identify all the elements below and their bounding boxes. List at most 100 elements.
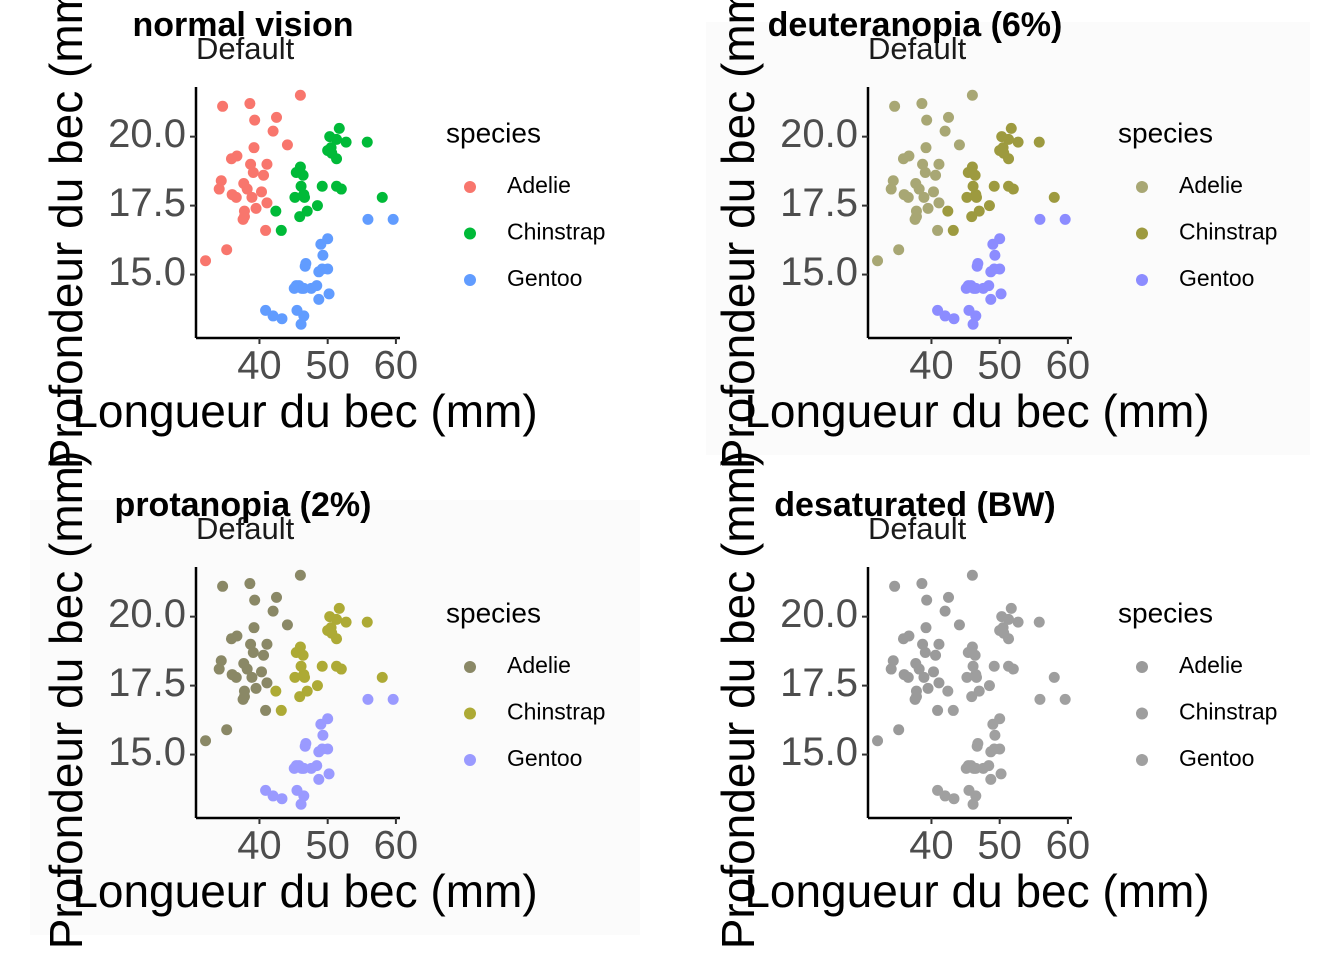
point xyxy=(260,304,272,316)
point xyxy=(362,693,374,705)
point xyxy=(1012,136,1024,148)
point xyxy=(316,180,328,192)
point xyxy=(917,638,929,650)
chart-subtitle: Default xyxy=(196,511,295,546)
x-tick-label: 60 xyxy=(1046,344,1091,388)
legend-marker xyxy=(1136,707,1148,720)
point xyxy=(983,200,995,212)
point xyxy=(942,205,954,217)
point xyxy=(335,663,347,675)
point xyxy=(258,169,270,181)
point xyxy=(1007,183,1019,195)
point xyxy=(939,790,951,802)
point xyxy=(225,633,237,645)
point xyxy=(335,183,347,195)
x-tick-label: 40 xyxy=(237,824,282,868)
point xyxy=(897,153,909,165)
point xyxy=(939,310,951,322)
x-axis-title: Longueur du bec (mm) xyxy=(744,385,1209,437)
point xyxy=(872,255,884,267)
legend-label: Gentoo xyxy=(507,745,582,771)
point xyxy=(267,790,279,802)
legend-marker xyxy=(464,707,476,720)
point xyxy=(889,580,901,592)
point xyxy=(927,666,939,678)
point xyxy=(260,224,272,236)
legend-marker xyxy=(1136,181,1148,193)
x-tick-label: 50 xyxy=(977,344,1022,388)
point xyxy=(298,671,310,683)
point xyxy=(294,89,306,101)
point xyxy=(387,213,399,225)
y-tick-label: 15.0 xyxy=(108,250,186,294)
point xyxy=(1007,663,1019,675)
point xyxy=(313,293,325,305)
legend-marker xyxy=(464,227,476,240)
point xyxy=(237,213,249,225)
point xyxy=(200,255,212,267)
point xyxy=(985,746,997,758)
point xyxy=(311,680,323,692)
point xyxy=(275,704,287,716)
point xyxy=(301,685,313,697)
point xyxy=(247,167,259,179)
point xyxy=(985,266,997,278)
x-tick-label: 50 xyxy=(305,824,350,868)
point xyxy=(333,122,345,134)
point xyxy=(326,147,338,159)
point xyxy=(943,111,955,123)
point xyxy=(932,224,944,236)
point xyxy=(340,616,352,628)
x-tick-label: 40 xyxy=(909,824,954,868)
point xyxy=(893,724,905,736)
point xyxy=(967,798,979,810)
point xyxy=(215,655,227,667)
point xyxy=(300,258,312,270)
legend-marker xyxy=(1136,227,1148,240)
point xyxy=(972,738,984,750)
point xyxy=(921,114,933,126)
point xyxy=(919,647,931,659)
point xyxy=(387,693,399,705)
chart-title: desaturated (BW) xyxy=(774,486,1055,524)
point xyxy=(983,680,995,692)
point xyxy=(967,660,979,672)
point xyxy=(917,158,929,170)
point xyxy=(238,685,250,697)
point xyxy=(317,729,329,741)
point xyxy=(919,167,931,179)
point xyxy=(1034,213,1046,225)
y-axis-title: Profondeur du bec (mm) xyxy=(40,451,92,950)
point xyxy=(376,671,388,683)
legend-label: Chinstrap xyxy=(1179,219,1277,245)
point xyxy=(897,633,909,645)
y-axis-title: Profondeur du bec (mm) xyxy=(40,0,92,469)
point xyxy=(245,158,257,170)
point xyxy=(376,191,388,203)
point xyxy=(245,638,257,650)
point xyxy=(921,594,933,606)
point xyxy=(969,169,981,181)
point xyxy=(271,111,283,123)
point xyxy=(288,762,300,774)
point xyxy=(910,205,922,217)
point xyxy=(943,591,955,603)
point xyxy=(932,784,944,796)
x-tick-label: 50 xyxy=(977,824,1022,868)
point xyxy=(261,638,273,650)
point xyxy=(1005,602,1017,614)
point xyxy=(311,760,323,772)
legend-label: Chinstrap xyxy=(1179,699,1277,725)
point xyxy=(887,655,899,667)
point xyxy=(930,169,942,181)
point xyxy=(361,136,373,148)
point xyxy=(317,249,329,261)
point xyxy=(966,211,978,223)
point xyxy=(294,641,306,653)
point xyxy=(291,784,303,796)
point xyxy=(988,660,1000,672)
point xyxy=(324,131,336,143)
point xyxy=(300,738,312,750)
